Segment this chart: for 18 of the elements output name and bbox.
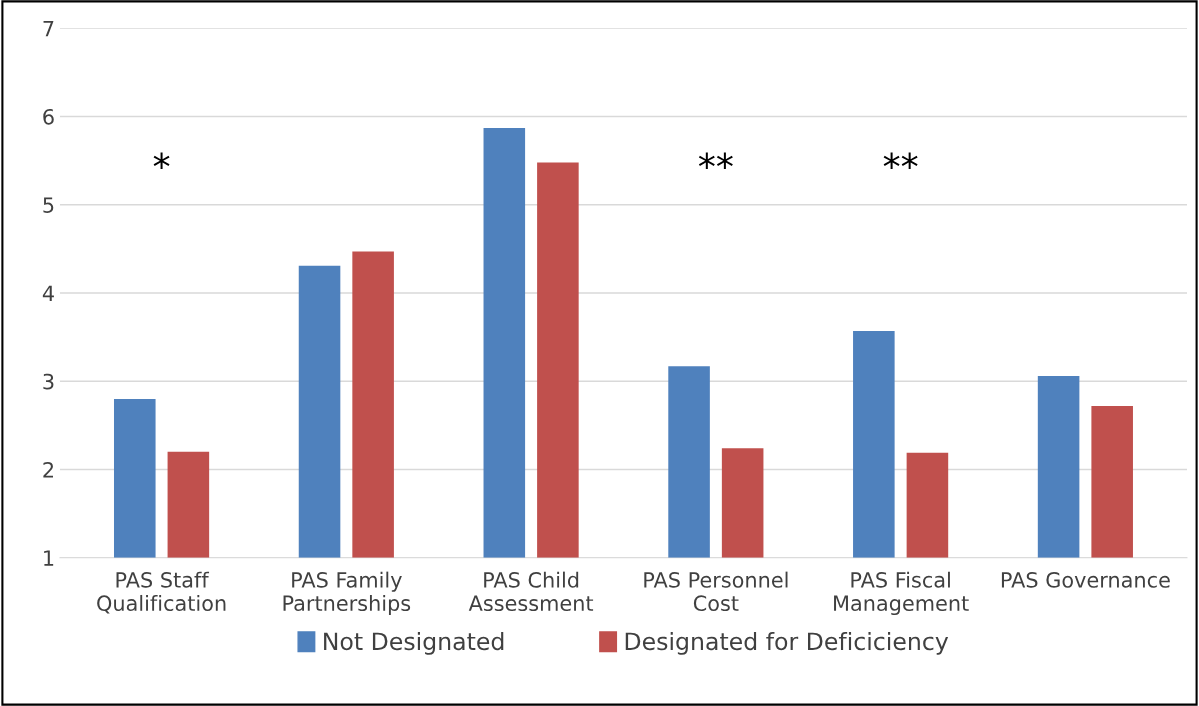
x-tick-label: PAS Fiscal Management bbox=[834, 571, 969, 616]
y-tick-label: 7 bbox=[43, 20, 54, 37]
y-tick-label: 5 bbox=[43, 197, 54, 213]
x-tick-label: PAS Staff Qualification bbox=[97, 571, 226, 614]
x-tick-label: PAS Child Assessment bbox=[468, 571, 594, 612]
x-tick-label: PAS Personnel Cost bbox=[644, 571, 788, 612]
y-tick-label: 3 bbox=[43, 373, 54, 390]
annotation: ** bbox=[698, 152, 733, 170]
y-tick-label: 6 bbox=[43, 108, 54, 125]
y-tick-label: 4 bbox=[42, 285, 54, 301]
legend-label: Not Designated bbox=[324, 631, 504, 655]
annotation: * bbox=[153, 152, 170, 170]
x-tick-label: PAS Governance bbox=[1001, 572, 1170, 588]
y-tick-label: 2 bbox=[43, 461, 53, 478]
legend-label: Designated for Deficiciency bbox=[625, 631, 949, 655]
x-tick-label: PAS Family Partnerships bbox=[283, 571, 411, 616]
annotation: ** bbox=[883, 152, 918, 170]
y-tick-label: 1 bbox=[44, 550, 54, 566]
